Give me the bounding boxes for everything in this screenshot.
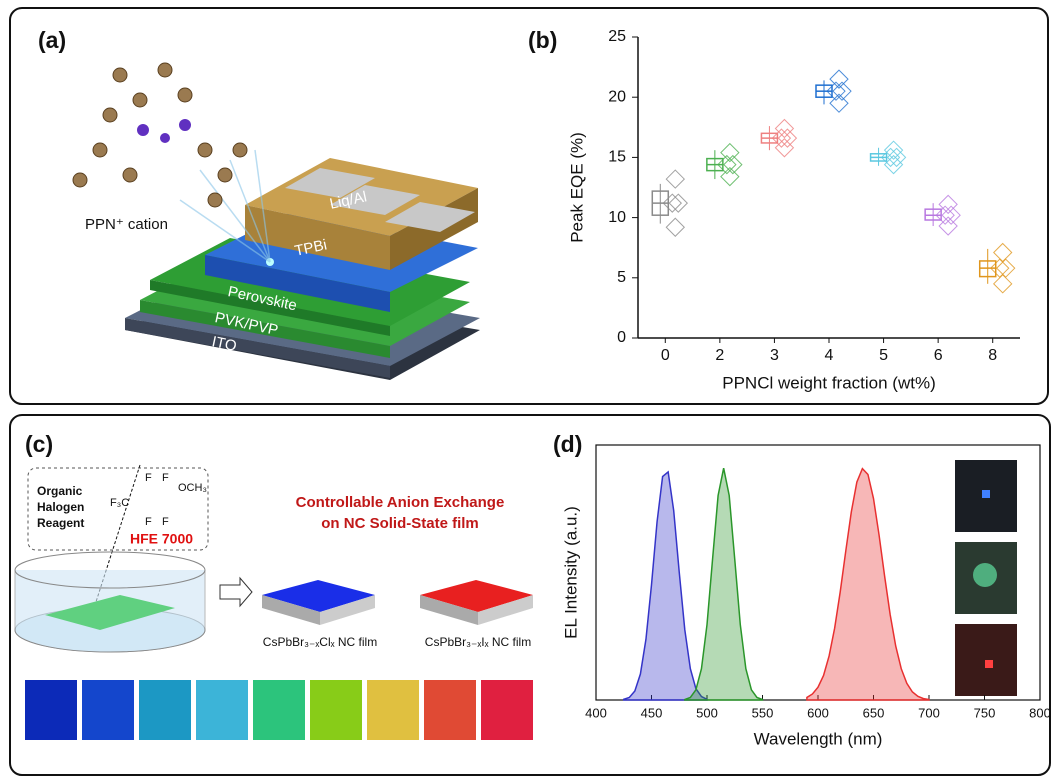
y-axis-label: EL Intensity (a.u.) <box>561 506 580 639</box>
y-tick-label: 25 <box>608 28 626 45</box>
formula: OCH₃ <box>178 482 207 494</box>
x-tick-label: 0 <box>661 347 670 364</box>
spread-diamond <box>997 259 1015 277</box>
spread-diamond <box>666 218 684 236</box>
x-tick-label: 2 <box>715 347 724 364</box>
y-tick-label: 5 <box>617 269 626 286</box>
spectrum-area <box>807 469 929 700</box>
spread-diamond <box>994 275 1012 293</box>
panel-label: (c) <box>25 431 53 457</box>
spread-diamond <box>888 148 906 166</box>
formula: F <box>145 472 152 484</box>
spectrum-area <box>624 472 707 700</box>
heading: on NC Solid-State film <box>321 515 479 532</box>
x-tick-label: 5 <box>879 347 888 364</box>
x-tick-label: 6 <box>934 347 943 364</box>
spread-diamond <box>994 244 1012 262</box>
x-tick-label: 700 <box>918 705 940 720</box>
panel-label: (d) <box>553 431 582 457</box>
x-axis-label: PPNCl weight fraction (wt%) <box>722 373 936 392</box>
spread-diamond <box>778 129 796 147</box>
film-label: CsPbBr₃₋ₓClₓ NC film <box>263 635 377 649</box>
formula: F <box>162 516 169 528</box>
formula: F <box>162 472 169 484</box>
panel-label: (b) <box>528 27 557 53</box>
reagent-text: Reagent <box>37 516 84 530</box>
film-label: CsPbBr₃₋ₓIₓ NC film <box>425 635 531 649</box>
y-tick-label: 10 <box>608 209 626 226</box>
reagent-text: Halogen <box>37 500 84 514</box>
figure: (a) PPN⁺ cation Liq/Al TPBi Perovskite P… <box>0 0 1055 780</box>
y-axis-label: Peak EQE (%) <box>567 132 586 243</box>
x-tick-label: 600 <box>807 705 829 720</box>
x-axis-label: Wavelength (nm) <box>754 729 883 748</box>
x-tick-label: 650 <box>863 705 885 720</box>
reagent-name: HFE 7000 <box>130 531 193 547</box>
heading: Controllable Anion Exchange <box>296 494 505 511</box>
x-tick-label: 500 <box>696 705 718 720</box>
x-tick-label: 450 <box>641 705 663 720</box>
reagent-text: Organic <box>37 484 83 498</box>
arrow <box>220 578 252 606</box>
x-tick-label: 4 <box>825 347 834 364</box>
spread-diamond <box>669 194 687 212</box>
x-tick-label: 800 <box>1029 705 1051 720</box>
spread-diamond <box>942 206 960 224</box>
x-tick-label: 750 <box>974 705 996 720</box>
formula: F₃C <box>110 497 129 509</box>
x-tick-label: 8 <box>988 347 997 364</box>
sample-photos <box>25 680 533 740</box>
spread-diamond <box>666 170 684 188</box>
panel-label: (a) <box>38 27 66 53</box>
device-photos <box>955 460 1017 696</box>
y-tick-label: 20 <box>608 88 626 105</box>
y-tick-label: 15 <box>608 149 626 166</box>
y-tick-label: 0 <box>617 329 626 346</box>
x-tick-label: 3 <box>770 347 779 364</box>
x-tick-label: 550 <box>752 705 774 720</box>
layer-label: ITO <box>210 333 238 355</box>
spectrum-area <box>685 468 763 700</box>
formula: F <box>145 516 152 528</box>
x-tick-label: 400 <box>585 705 607 720</box>
cation-label: PPN⁺ cation <box>85 216 168 233</box>
page: (a) PPN⁺ cation Liq/Al TPBi Perovskite P… <box>0 0 1055 780</box>
